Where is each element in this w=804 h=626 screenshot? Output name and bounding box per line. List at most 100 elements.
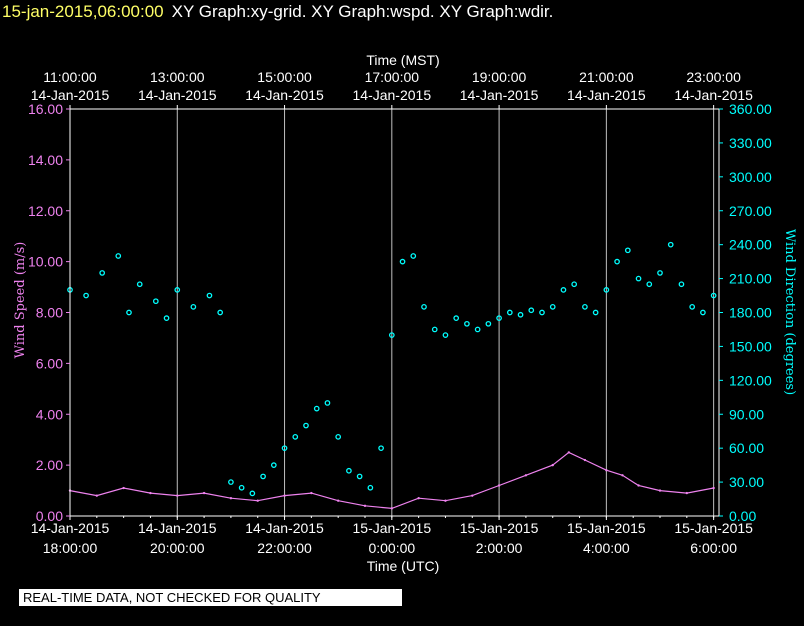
y-left-tick-label: 4.00 [36,406,63,422]
bottom-tick-time: 18:00:00 [43,540,98,556]
wind-direction-point [700,309,706,316]
wind-direction-point [270,462,277,468]
wind-speed-point [310,491,313,495]
wind-direction-point [431,326,438,333]
wind-direction-point [689,303,696,310]
wind-speed-point [149,491,152,495]
bottom-tick-time: 2:00:00 [476,540,523,556]
wind-speed-point [567,451,571,454]
wind-direction-point [571,281,578,288]
y-right-tick-label: 240.00 [729,237,772,253]
wind-speed-point [122,486,125,490]
y-left-tick-label: 16.00 [28,101,63,117]
bottom-tick-time: 6:00:00 [690,540,737,556]
top-tick-time: 13:00:00 [150,69,205,85]
wind-direction-point [152,298,159,305]
wind-direction-point [367,484,374,491]
y-right-tick-label: 180.00 [729,305,772,321]
wind-direction-point [206,292,213,299]
quality-disclaimer: REAL-TIME DATA, NOT CHECKED FOR QUALITY [19,589,402,606]
wind-direction-point [560,287,567,293]
wind-speed-point [283,494,286,497]
wind-direction-point [163,315,170,322]
wind-direction-point [442,332,449,338]
wind-direction-point [356,473,363,480]
wind-speed-point [336,499,340,502]
top-tick-time: 19:00:00 [472,69,527,85]
wind-direction-point [410,253,417,259]
wind-direction-point [614,258,620,265]
y-right-tick-label: 270.00 [729,203,772,219]
wind-speed-point [658,489,662,492]
wind-direction-point [335,434,342,440]
wind-direction-point [657,270,663,276]
bottom-tick-date: 14-Jan-2015 [31,520,110,536]
wind-direction-point [624,247,631,254]
y-left-tick-label: 12.00 [28,203,63,219]
y-right-tick-label: 360.00 [729,101,772,117]
wind-direction-point [678,281,685,288]
wind-direction-point [485,320,492,327]
top-tick-time: 15:00:00 [257,69,312,85]
wind-speed-point [390,507,394,510]
wind-direction-point [453,315,460,322]
wind-direction-point [399,258,406,265]
y-left-tick-label: 8.00 [36,305,63,321]
bottom-tick-date: 14-Jan-2015 [138,520,217,536]
wind-direction-series [67,241,717,497]
wind-direction-point [303,422,309,429]
wind-speed-point [524,474,528,477]
top-tick-time: 11:00:00 [43,69,97,85]
right-axis-title: Wind Direction (degrees) [782,229,797,395]
wind-direction-point [217,309,224,316]
wind-direction-point [592,309,599,316]
y-right-tick-label: 300.00 [729,169,772,185]
wind-direction-point [126,309,132,316]
bottom-tick-time: 20:00:00 [150,540,205,556]
wind-direction-point [582,303,588,310]
wind-direction-point [388,332,395,338]
wind-direction-point [539,309,545,316]
wind-speed-point [685,491,689,495]
y-left-tick-label: 0.00 [36,508,63,524]
top-tick-date: 14-Jan-2015 [31,87,110,103]
y-right-tick-label: 90.00 [729,406,764,422]
wind-direction-point [115,253,122,259]
timestamp: 15-jan-2015,06:00:00 [2,2,164,21]
wind-speed-point [256,499,259,502]
top-tick-date: 14-Jan-2015 [138,87,217,103]
bottom-tick-time: 0:00:00 [368,540,415,556]
wind-direction-point [496,315,502,322]
wind-direction-point [464,320,470,327]
left-axis-title: Wind Speed (m/s) [13,242,28,359]
wind-speed-point [417,496,420,500]
wind-speed-point [444,499,447,502]
wind-direction-point [603,287,610,293]
wind-speed-point [712,486,715,490]
y-right-tick-label: 0.00 [729,508,756,524]
top-tick-time: 21:00:00 [579,69,634,85]
wind-speed-point [95,494,99,497]
grid-lines [176,109,715,516]
wind-direction-point [190,303,197,310]
top-tick-date: 14-Jan-2015 [674,87,753,103]
wind-direction-point [324,400,331,406]
wind-speed-point [583,458,587,462]
wind-direction-point [474,326,481,333]
wind-speed-point [621,474,624,477]
wind-direction-point [281,445,288,452]
wind-speed-point [605,469,608,472]
wind-speed-point [471,494,474,497]
chart-header: 15-jan-2015,06:00:00 XY Graph:xy-grid. XY… [2,2,553,22]
bottom-tick-time: 22:00:00 [257,540,312,556]
wind-direction-point [228,479,234,485]
wind-direction-point [238,484,245,491]
axes: 14-Jan-2015 18:00:00 14-Jan-2015 20:00:00 14… [28,69,772,556]
y-right-tick-label: 330.00 [729,135,772,151]
top-tick-time: 23:00:00 [686,69,741,85]
wind-direction-point [313,405,320,412]
bottom-tick-date: 15-Jan-2015 [460,520,539,536]
y-left-tick-label: 10.00 [28,254,63,270]
wind-speed-point [229,496,233,500]
